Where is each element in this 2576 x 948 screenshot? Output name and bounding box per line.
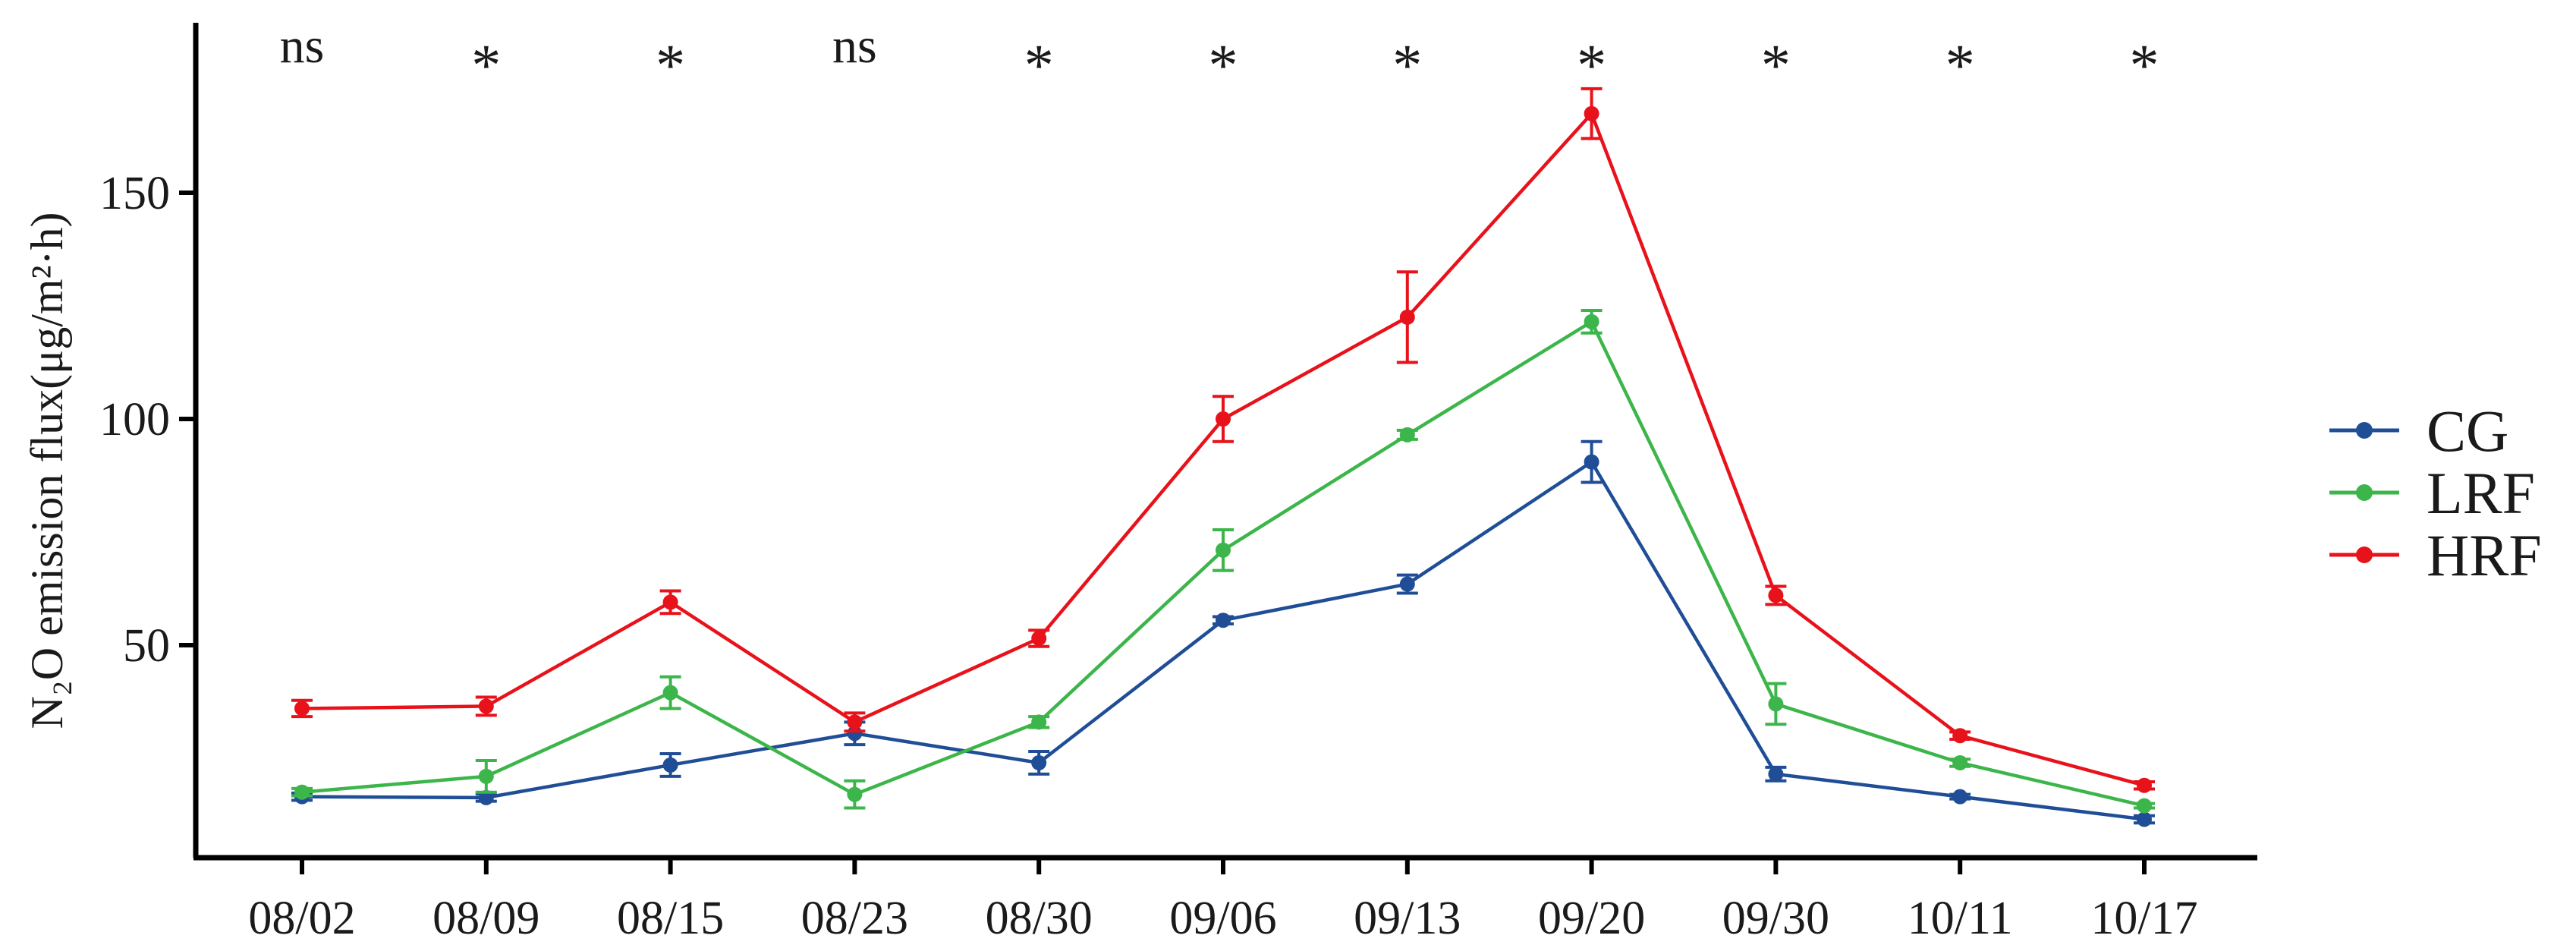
- data-point: [1399, 427, 1415, 443]
- data-point: [294, 784, 310, 800]
- series-marks: [291, 87, 2155, 827]
- data-point: [1031, 754, 1047, 770]
- significance-label: *: [2130, 32, 2159, 98]
- x-tick-label: 09/30: [1722, 893, 1829, 944]
- y-tick-label: 50: [123, 620, 170, 672]
- data-point: [1584, 454, 1599, 470]
- data-point: [1584, 106, 1599, 121]
- x-tick-label: 10/17: [2090, 893, 2197, 944]
- y-axis-title: N₂O emission flux(μg/m²·h): [22, 212, 72, 729]
- series-cg: [291, 439, 2155, 827]
- legend-label: HRF: [2427, 522, 2542, 588]
- data-point: [1952, 789, 1968, 805]
- data-point: [1031, 631, 1047, 647]
- x-tick-label: 08/02: [248, 893, 355, 944]
- data-point: [662, 685, 678, 701]
- x-tick-label: 10/11: [1908, 893, 2013, 944]
- data-point: [478, 768, 494, 784]
- x-tick-label: 08/09: [432, 893, 539, 944]
- x-tick-label: 08/15: [617, 893, 724, 944]
- data-point: [478, 789, 494, 805]
- significance-label: *: [1945, 32, 1975, 98]
- data-point: [847, 726, 863, 742]
- legend-label: LRF: [2427, 460, 2535, 526]
- x-tick-label: 09/06: [1169, 893, 1276, 944]
- data-point: [1399, 309, 1415, 325]
- x-tick-label: 08/30: [986, 893, 1093, 944]
- data-point: [1768, 696, 1784, 712]
- significance-label: *: [656, 32, 685, 98]
- data-point: [478, 698, 494, 714]
- significance-label: *: [1024, 32, 1054, 98]
- significance-label: *: [1392, 32, 1422, 98]
- legend-item-cg: CG: [2329, 398, 2508, 464]
- legend-item-hrf: HRF: [2329, 522, 2542, 588]
- data-point: [847, 714, 863, 730]
- series-hrf: [291, 87, 2155, 793]
- axes: 50 100 150 08/02 08/09 08/15 08/23 08/30 09/06 09…: [22, 23, 2257, 944]
- significance-label: *: [471, 32, 501, 98]
- data-point: [1399, 576, 1415, 592]
- series-line: [301, 110, 2145, 787]
- data-point: [1768, 587, 1784, 603]
- significance-label: *: [1761, 32, 1791, 98]
- y-tick-label: 100: [99, 394, 170, 446]
- data-point: [2137, 811, 2152, 827]
- data-point: [1952, 754, 1968, 770]
- data-point: [662, 594, 678, 610]
- data-point: [2137, 798, 2152, 814]
- data-point: [847, 786, 863, 802]
- data-point: [1216, 613, 1231, 628]
- data-point: [2137, 777, 2152, 793]
- data-point: [1768, 766, 1784, 782]
- data-point: [662, 757, 678, 773]
- data-point: [1952, 728, 1968, 744]
- significance-label: ns: [280, 18, 325, 74]
- legend-marker: [2356, 484, 2373, 501]
- data-point: [1216, 411, 1231, 427]
- legend-marker: [2356, 546, 2373, 563]
- significance-label: *: [1577, 32, 1606, 98]
- data-point: [1216, 542, 1231, 558]
- significance-label: ns: [832, 18, 877, 74]
- series-lrf: [291, 308, 2155, 814]
- series-line: [301, 459, 2145, 821]
- y-tick-label: 150: [99, 168, 170, 219]
- significance-labels: ns * * ns * * * * * * *: [280, 18, 2159, 98]
- legend-marker: [2356, 422, 2373, 439]
- x-tick-label: 09/20: [1538, 893, 1645, 944]
- significance-label: *: [1209, 32, 1238, 98]
- data-point: [1584, 313, 1599, 329]
- data-point: [1031, 714, 1047, 730]
- data-point: [294, 701, 310, 717]
- legend-label: CG: [2427, 398, 2508, 464]
- x-tick-label: 09/13: [1354, 893, 1461, 944]
- legend-item-lrf: LRF: [2329, 460, 2535, 526]
- x-tick-label: 08/23: [801, 893, 908, 944]
